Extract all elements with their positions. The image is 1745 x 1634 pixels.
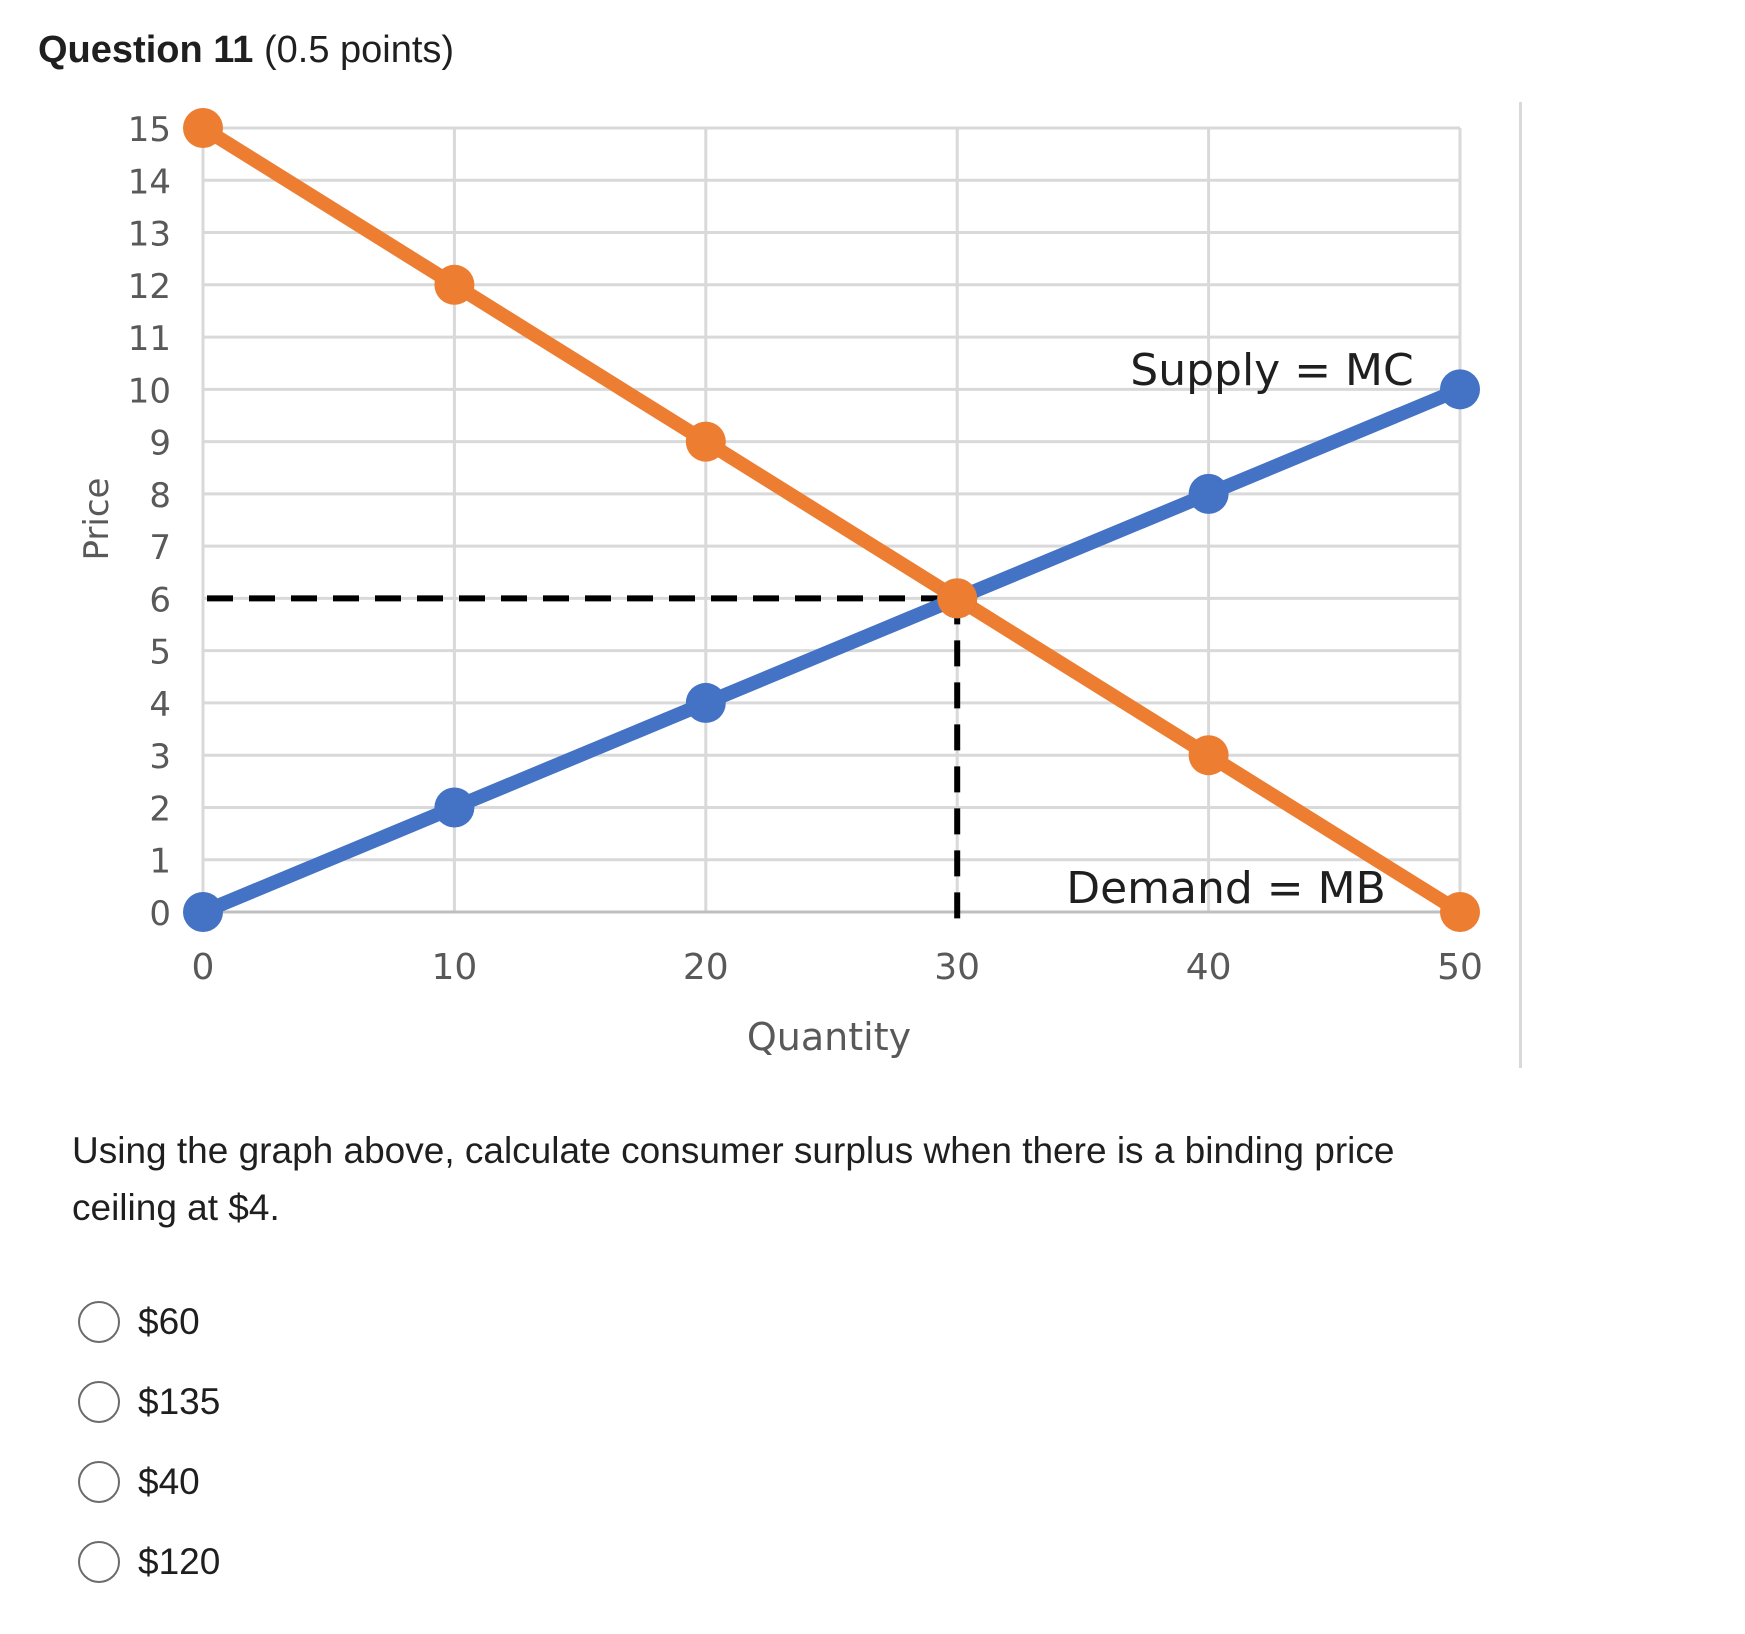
question-header: Question 11 (0.5 points) xyxy=(38,24,454,76)
y-tick-label: 2 xyxy=(149,789,171,829)
x-tick-label: 40 xyxy=(1186,947,1232,988)
demand-point xyxy=(434,264,475,305)
supply-point xyxy=(183,892,223,932)
x-axis-label: Quantity xyxy=(747,1015,911,1059)
y-tick-label: 12 xyxy=(128,267,171,307)
y-tick-label: 3 xyxy=(149,737,171,777)
figure-divider xyxy=(1519,102,1522,1068)
y-tick-label: 6 xyxy=(149,580,171,620)
x-tick-label: 10 xyxy=(431,947,477,988)
demand-line xyxy=(199,122,1464,918)
x-tick-label: 20 xyxy=(683,947,729,988)
chart-grid xyxy=(201,126,1462,914)
x-tick-labels: 0 10 20 30 40 50 xyxy=(192,947,1483,988)
y-axis-label: Price xyxy=(77,478,117,561)
demand-point xyxy=(937,578,978,619)
supply-point xyxy=(1440,369,1480,410)
supply-point xyxy=(685,682,726,723)
choice-option-3[interactable]: $40 xyxy=(78,1442,220,1522)
radio-button[interactable] xyxy=(78,1301,120,1343)
equilibrium-guides xyxy=(207,595,961,930)
choice-label: $135 xyxy=(138,1381,221,1422)
question-points: (0.5 points) xyxy=(263,29,455,71)
y-tick-label: 9 xyxy=(149,424,171,464)
y-tick-label: 13 xyxy=(128,215,171,255)
radio-button[interactable] xyxy=(78,1381,120,1423)
demand-point xyxy=(685,421,726,462)
x-tick-label: 30 xyxy=(934,947,980,988)
x-tick-label: 50 xyxy=(1437,947,1483,988)
y-tick-label: 11 xyxy=(128,319,171,359)
y-tick-label: 8 xyxy=(149,476,171,516)
y-tick-label: 5 xyxy=(149,633,171,673)
demand-point xyxy=(183,108,223,148)
y-tick-label: 0 xyxy=(149,894,171,934)
question-title: Question 11 xyxy=(38,29,254,71)
radio-button[interactable] xyxy=(78,1541,120,1583)
y-tick-label: 1 xyxy=(149,842,171,882)
demand-point xyxy=(1440,892,1480,932)
demand-point xyxy=(1188,735,1229,776)
supply-point xyxy=(1188,473,1229,514)
supply-line xyxy=(200,382,1463,919)
supply-series-label: Supply = MC xyxy=(1130,345,1413,396)
choice-option-4[interactable]: $120 xyxy=(78,1522,220,1602)
choice-label: $40 xyxy=(138,1461,200,1502)
supply-point xyxy=(434,787,475,828)
chart-lines xyxy=(199,122,1464,919)
choice-option-1[interactable]: $60 xyxy=(78,1282,220,1362)
answer-choices: $60 $135 $40 $120 xyxy=(78,1282,220,1602)
y-tick-label: 10 xyxy=(128,371,171,411)
chart-points xyxy=(183,108,1480,932)
y-tick-label: 7 xyxy=(149,528,171,568)
y-tick-label: 14 xyxy=(128,162,171,202)
question-prompt: Using the graph above, calculate consume… xyxy=(72,1130,1395,1228)
y-tick-label: 4 xyxy=(149,685,171,725)
choice-label: $120 xyxy=(138,1541,221,1582)
y-tick-label: 15 xyxy=(128,110,171,150)
demand-series-label: Demand = MB xyxy=(1066,863,1386,914)
radio-button[interactable] xyxy=(78,1461,120,1503)
choice-label: $60 xyxy=(138,1301,200,1342)
x-tick-label: 0 xyxy=(192,947,215,988)
choice-option-2[interactable]: $135 xyxy=(78,1362,220,1442)
